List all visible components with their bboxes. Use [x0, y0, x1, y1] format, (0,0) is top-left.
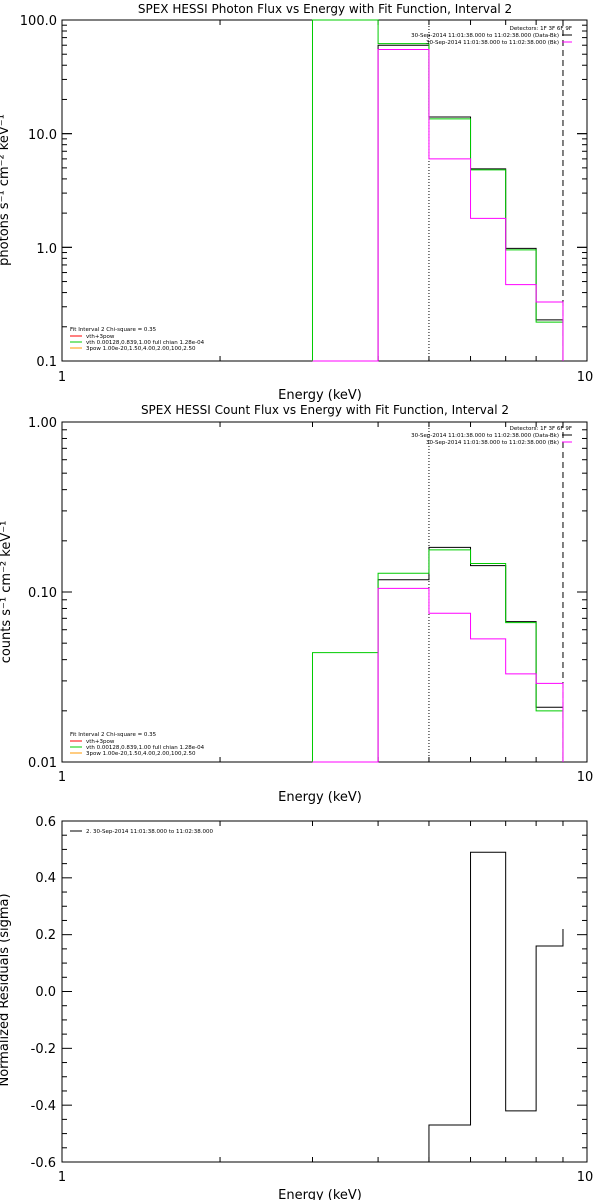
count-flux-fit-label-3pow: 3pow 1.00e-20,1.50,4.00,2.00,100,2.50	[86, 751, 196, 757]
count-flux-title: SPEX HESSI Count Flux vs Energy with Fit…	[141, 403, 509, 417]
photon-flux-ylabel: photons s⁻¹ cm⁻² keV⁻¹	[0, 114, 12, 266]
count-flux-series	[311, 546, 564, 763]
count-flux-xtick-10: 10	[577, 770, 594, 785]
photon-flux-xlabel: Energy (keV)	[278, 388, 362, 403]
residuals-ytick-0.2: 0.2	[35, 928, 56, 943]
count-flux-legend-data-label: 30-Sep-2014 11:01:38.000 to 11:02:38.000…	[411, 433, 559, 439]
residuals-ylabel: Normalized Residuals (sigma)	[0, 893, 12, 1086]
residuals-panel: -0.6 -0.4 -0.2 0.0 0.2 0.4 0.6 1 10 Ener…	[0, 815, 593, 1200]
photon-flux-plot-frame	[61, 19, 588, 362]
photon-flux-ytick-100.0: 100.0	[20, 14, 57, 29]
count-flux-axis-ticks	[61, 421, 588, 763]
photon-flux-axis-ticks	[61, 19, 588, 362]
photon-flux-legend-data-label: 30-Sep-2014 11:01:38.000 to 11:02:38.000…	[411, 33, 559, 39]
residuals-xtick-10: 10	[577, 1170, 594, 1185]
residuals-series-0	[428, 851, 564, 1162]
photon-flux-ytick-1.0: 1.0	[36, 242, 57, 257]
residuals-legend-label: 2. 30-Sep-2014 11:01:38.000 to 11:02:38.…	[86, 829, 213, 835]
count-flux-fit-header: Fit Interval 2 Chi-square = 0.35	[70, 732, 157, 738]
count-flux-xlabel: Energy (keV)	[278, 790, 362, 805]
count-flux-legend-detectors: Detectors: 1F 3F 6F 9F	[510, 426, 572, 432]
photon-flux-ytick-0.1: 0.1	[36, 355, 57, 370]
residuals-ytick-0.6: 0.6	[35, 815, 56, 830]
count-flux-ytick-0.01: 0.01	[28, 756, 57, 771]
photon-flux-fit-header: Fit Interval 2 Chi-square = 0.35	[70, 327, 157, 333]
count-flux-legend-bk-label: 30-Sep-2014 11:01:38.000 to 11:02:38.000…	[426, 440, 559, 446]
residuals-ytick-0.4: 0.4	[35, 871, 56, 886]
count-flux-legend-bottom-left: Fit Interval 2 Chi-square = 0.35 vth+3po…	[70, 732, 205, 757]
photon-flux-xtick-1: 1	[58, 370, 66, 385]
count-flux-plot-frame	[61, 421, 588, 763]
count-flux-panel: SPEX HESSI Count Flux vs Energy with Fit…	[0, 403, 593, 805]
residuals-series	[428, 851, 564, 1162]
photon-flux-series-1	[311, 19, 564, 361]
photon-flux-legend-detectors: Detectors: 1F 3F 6F 9F	[510, 26, 572, 32]
photon-flux-panel: SPEX HESSI Photon Flux vs Energy with Fi…	[0, 2, 593, 403]
count-flux-series-1	[311, 549, 564, 762]
count-flux-ytick-0.10: 0.10	[28, 586, 57, 601]
photon-flux-range-markers	[428, 20, 564, 361]
count-flux-series-2	[312, 587, 564, 763]
photon-flux-ytick-10.0: 10.0	[28, 128, 57, 143]
residuals-xtick-1: 1	[58, 1170, 66, 1185]
photon-flux-fit-label-vth: vth 0.00128,0.839,1.00 full chian 1.28e-…	[86, 340, 205, 346]
photon-flux-legend-top-right: Detectors: 1F 3F 6F 9F 30-Sep-2014 11:01…	[411, 26, 572, 46]
count-flux-fit-label-total: vth+3pow	[86, 739, 115, 745]
residuals-ytick-neg0.4: -0.4	[31, 1099, 56, 1114]
residuals-ytick-neg0.6: -0.6	[31, 1156, 56, 1171]
residuals-ytick-0.0: 0.0	[35, 985, 56, 1000]
residuals-xlabel: Energy (keV)	[278, 1188, 362, 1200]
count-flux-legend-top-right: Detectors: 1F 3F 6F 9F 30-Sep-2014 11:01…	[411, 426, 572, 446]
photon-flux-title: SPEX HESSI Photon Flux vs Energy with Fi…	[138, 2, 512, 16]
photon-flux-legend-bottom-left: Fit Interval 2 Chi-square = 0.35 vth+3po…	[70, 327, 205, 352]
count-flux-series-0	[312, 546, 564, 763]
residuals-legend: 2. 30-Sep-2014 11:01:38.000 to 11:02:38.…	[70, 829, 213, 835]
photon-flux-legend-bk-label: 30-Sep-2014 11:01:38.000 to 11:02:38.000…	[426, 40, 559, 46]
photon-flux-series-0	[312, 44, 564, 362]
residuals-axis-ticks	[61, 820, 588, 1163]
count-flux-fit-label-vth: vth 0.00128,0.839,1.00 full chian 1.28e-…	[86, 745, 205, 751]
photon-flux-fit-label-total: vth+3pow	[86, 334, 115, 340]
count-flux-ylabel: counts s⁻¹ cm⁻² keV⁻¹	[0, 521, 14, 664]
residuals-ytick-neg0.2: -0.2	[31, 1042, 56, 1057]
photon-flux-series-2	[312, 49, 564, 362]
photon-flux-series	[311, 19, 564, 362]
count-flux-xtick-1: 1	[58, 770, 66, 785]
count-flux-ytick-1.00: 1.00	[28, 416, 57, 431]
photon-flux-xtick-10: 10	[577, 370, 594, 385]
photon-flux-fit-label-3pow: 3pow 1.00e-20,1.50,4.00,2.00,100,2.50	[86, 346, 196, 352]
